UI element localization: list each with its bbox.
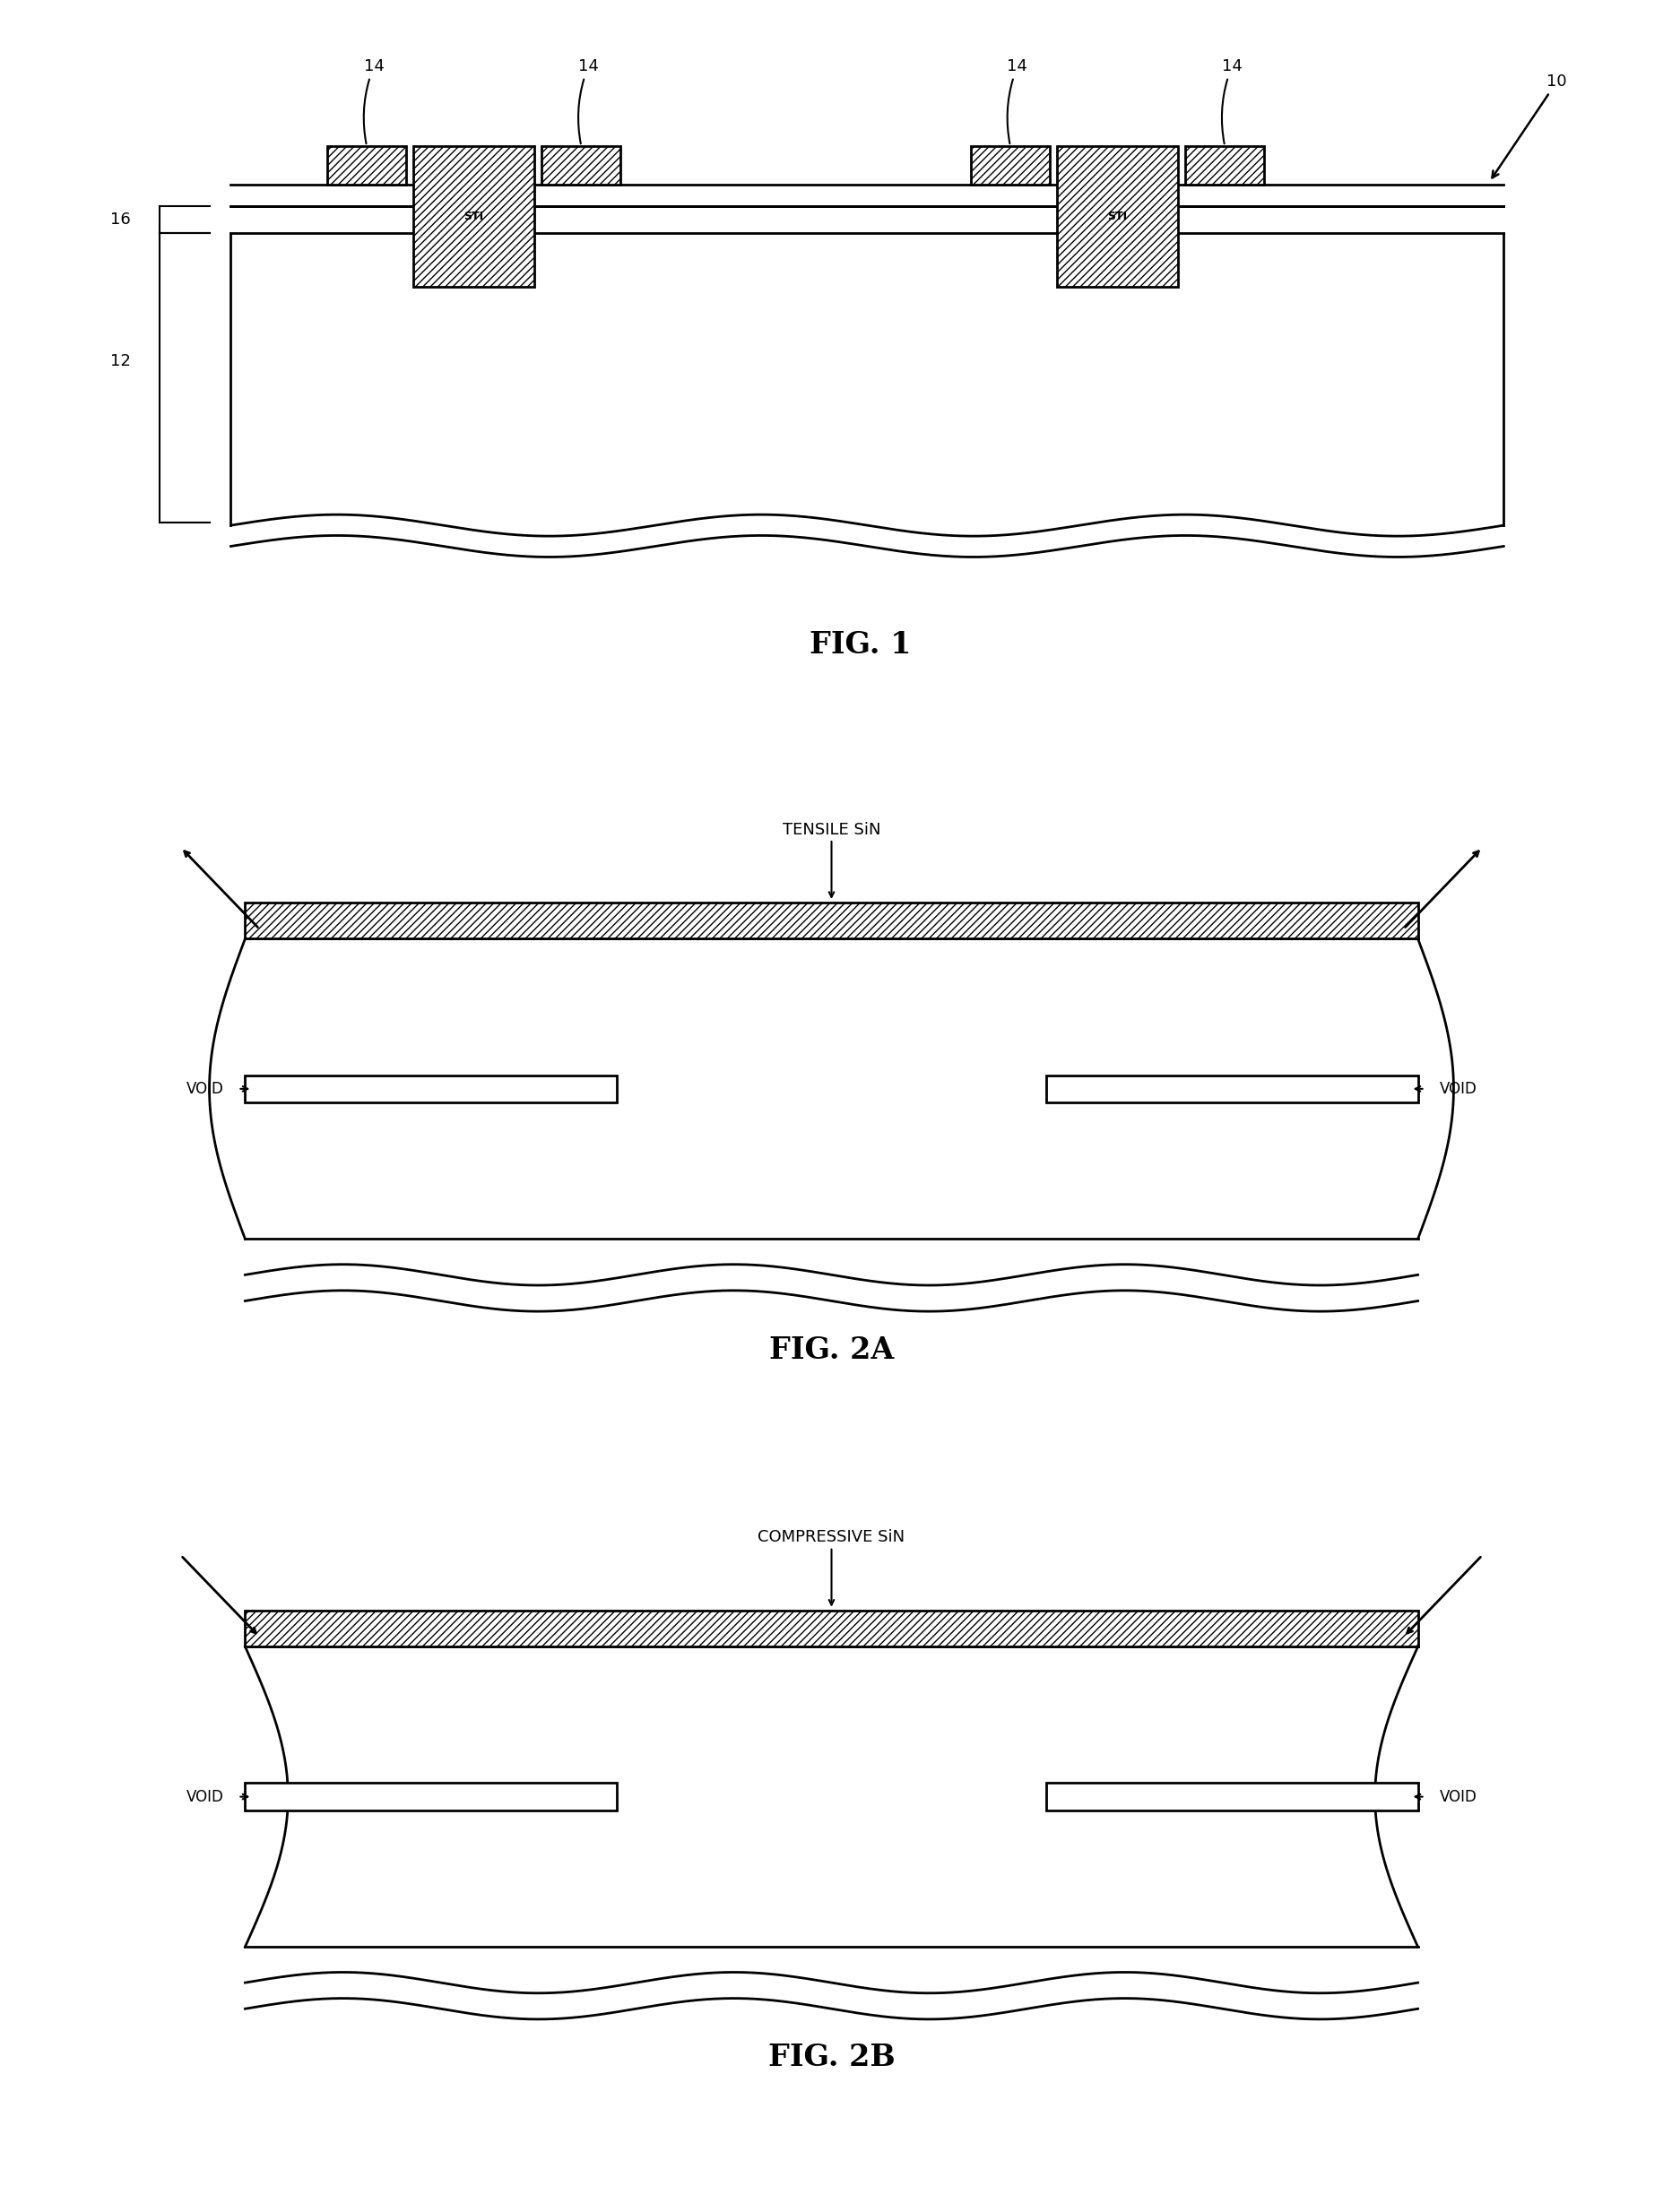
Bar — [412, 146, 535, 288]
Text: COMPRESSIVE SiN: COMPRESSIVE SiN — [758, 1528, 905, 1546]
Text: VOID: VOID — [186, 1790, 223, 1805]
Text: FIG. 2B: FIG. 2B — [768, 2044, 895, 2073]
Polygon shape — [244, 1646, 1419, 1947]
Text: FIG. 1: FIG. 1 — [810, 630, 911, 659]
Text: 14: 14 — [579, 58, 599, 144]
Bar — [328, 146, 406, 186]
Text: FIG. 2A: FIG. 2A — [768, 1336, 895, 1365]
Bar — [542, 146, 620, 186]
Bar — [1186, 146, 1264, 186]
Text: TENSILE SiN: TENSILE SiN — [782, 821, 881, 838]
Bar — [244, 1075, 617, 1102]
Text: 14: 14 — [1008, 58, 1028, 144]
Bar — [244, 902, 1419, 938]
Text: 16: 16 — [110, 210, 131, 228]
Text: 12: 12 — [110, 354, 131, 369]
Bar — [971, 146, 1049, 186]
Text: VOID: VOID — [1438, 1790, 1477, 1805]
Text: STI: STI — [464, 210, 484, 221]
Polygon shape — [210, 938, 1453, 1239]
Bar — [1046, 1783, 1419, 1809]
Bar — [1046, 1075, 1419, 1102]
Text: STI: STI — [1108, 210, 1128, 221]
Bar — [244, 1610, 1419, 1646]
Bar — [244, 1783, 617, 1809]
Text: 14: 14 — [1222, 58, 1242, 144]
Bar — [1056, 146, 1179, 288]
Text: 10: 10 — [1492, 73, 1567, 177]
Text: VOID: VOID — [1438, 1082, 1477, 1097]
Text: 14: 14 — [364, 58, 384, 144]
Text: VOID: VOID — [186, 1082, 223, 1097]
